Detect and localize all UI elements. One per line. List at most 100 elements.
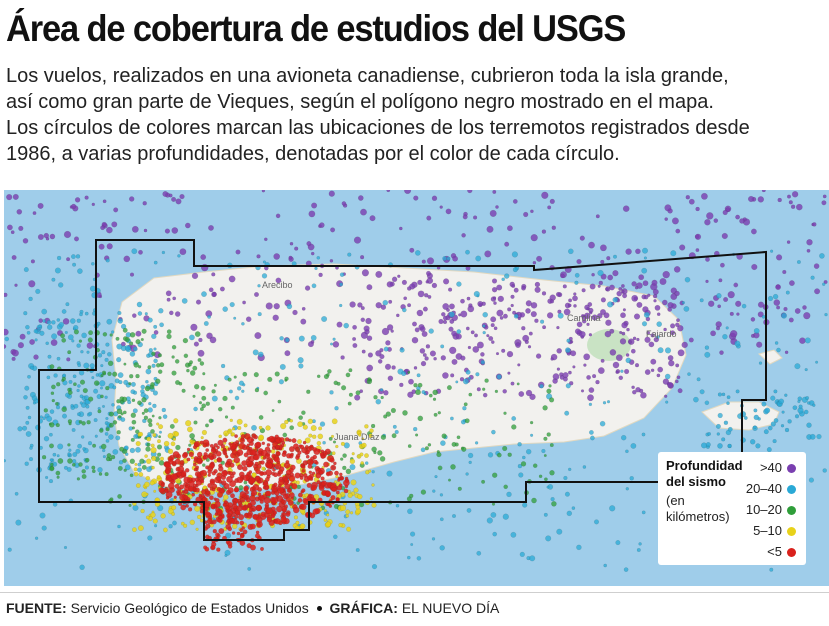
earthquake-point: [407, 370, 411, 374]
earthquake-point: [218, 528, 225, 535]
earthquake-point: [292, 506, 300, 514]
earthquake-point: [304, 444, 309, 449]
earthquake-point: [675, 322, 680, 328]
earthquake-point: [49, 458, 53, 462]
earthquake-point: [352, 336, 357, 341]
earthquake-point: [191, 272, 199, 280]
earthquake-point: [50, 339, 58, 347]
earthquake-point: [446, 385, 452, 391]
earthquake-point: [275, 505, 283, 513]
earthquake-point: [705, 279, 709, 284]
earthquake-point: [332, 337, 336, 341]
earthquake-point: [427, 294, 432, 299]
earthquake-point: [11, 349, 19, 357]
earthquake-point: [101, 448, 106, 453]
earthquake-point: [193, 467, 198, 472]
earthquake-point: [683, 306, 690, 312]
earthquake-point: [773, 389, 778, 394]
earthquake-point: [583, 363, 587, 367]
earthquake-point: [238, 514, 245, 521]
earthquake-point: [128, 382, 132, 386]
earthquake-point: [597, 367, 605, 375]
earthquake-point: [506, 491, 512, 498]
earthquake-point: [541, 191, 549, 199]
earthquake-point: [386, 324, 394, 331]
earthquake-point: [323, 518, 328, 522]
earthquake-point: [772, 293, 779, 300]
earthquake-point: [465, 369, 471, 375]
earthquake-point: [467, 376, 472, 380]
earthquake-point: [78, 339, 83, 343]
earthquake-point: [600, 244, 607, 252]
earthquake-point: [333, 461, 337, 466]
earthquake-point: [348, 392, 353, 397]
earthquake-point: [99, 428, 104, 433]
earthquake-point: [563, 475, 568, 481]
legend-dot-red: [787, 547, 796, 557]
earthquake-point: [171, 196, 177, 202]
earthquake-point: [266, 517, 273, 523]
earthquake-point: [56, 356, 61, 361]
earthquake-point: [521, 325, 526, 331]
earthquake-point: [443, 278, 450, 285]
earthquake-point: [364, 453, 369, 458]
earthquake-point: [615, 540, 621, 546]
earthquake-point: [71, 462, 76, 467]
earthquake-point: [130, 437, 135, 442]
earthquake-point: [82, 447, 86, 451]
earthquake-point: [676, 318, 680, 323]
earthquake-point: [319, 421, 326, 427]
earthquake-point: [265, 425, 271, 431]
earthquake-point: [704, 345, 710, 350]
earthquake-point: [75, 254, 81, 259]
earthquake-point: [467, 190, 473, 194]
earthquake-point: [157, 452, 162, 457]
earthquake-point: [615, 370, 619, 375]
earthquake-point: [291, 483, 298, 490]
earthquake-point: [156, 444, 163, 450]
earthquake-point: [774, 341, 779, 345]
earthquake-point: [99, 386, 103, 390]
earthquake-point: [541, 448, 546, 454]
earthquake-point: [620, 369, 624, 373]
earthquake-point: [117, 372, 124, 379]
earthquake-point: [215, 507, 221, 513]
earthquake-point: [258, 434, 265, 441]
earthquake-point: [715, 423, 721, 429]
earthquake-point: [373, 394, 378, 400]
earthquake-point: [331, 418, 338, 425]
earthquake-point: [631, 281, 637, 287]
earthquake-point: [652, 288, 659, 295]
earthquake-point: [662, 299, 668, 306]
earthquake-point: [810, 275, 815, 280]
earthquake-point: [105, 385, 110, 391]
earthquake-point: [674, 290, 680, 297]
earthquake-point: [267, 459, 271, 464]
earthquake-point: [88, 330, 94, 336]
earthquake-point: [104, 395, 108, 400]
earthquake-point: [499, 316, 504, 320]
earthquake-point: [138, 249, 143, 255]
earthquake-point: [278, 469, 284, 475]
earthquake-point: [129, 272, 135, 277]
earthquake-point: [261, 466, 266, 471]
earthquake-point: [261, 273, 268, 279]
earthquake-point: [179, 193, 185, 200]
earthquake-point: [594, 519, 600, 525]
earthquake-point: [436, 450, 440, 454]
earthquake-point: [135, 446, 141, 453]
earthquake-point: [383, 346, 389, 352]
earthquake-point: [432, 397, 437, 402]
earthquake-point: [379, 348, 384, 353]
earthquake-point: [388, 299, 393, 304]
earthquake-point: [157, 353, 162, 358]
earthquake-point: [515, 342, 521, 349]
earthquake-point: [88, 396, 94, 402]
earthquake-point: [31, 395, 38, 401]
earthquake-point: [688, 198, 695, 205]
earthquake-point: [815, 360, 819, 364]
earthquake-point: [346, 526, 352, 532]
earthquake-point: [129, 473, 134, 478]
earthquake-point: [174, 359, 180, 364]
earthquake-point: [173, 431, 180, 437]
